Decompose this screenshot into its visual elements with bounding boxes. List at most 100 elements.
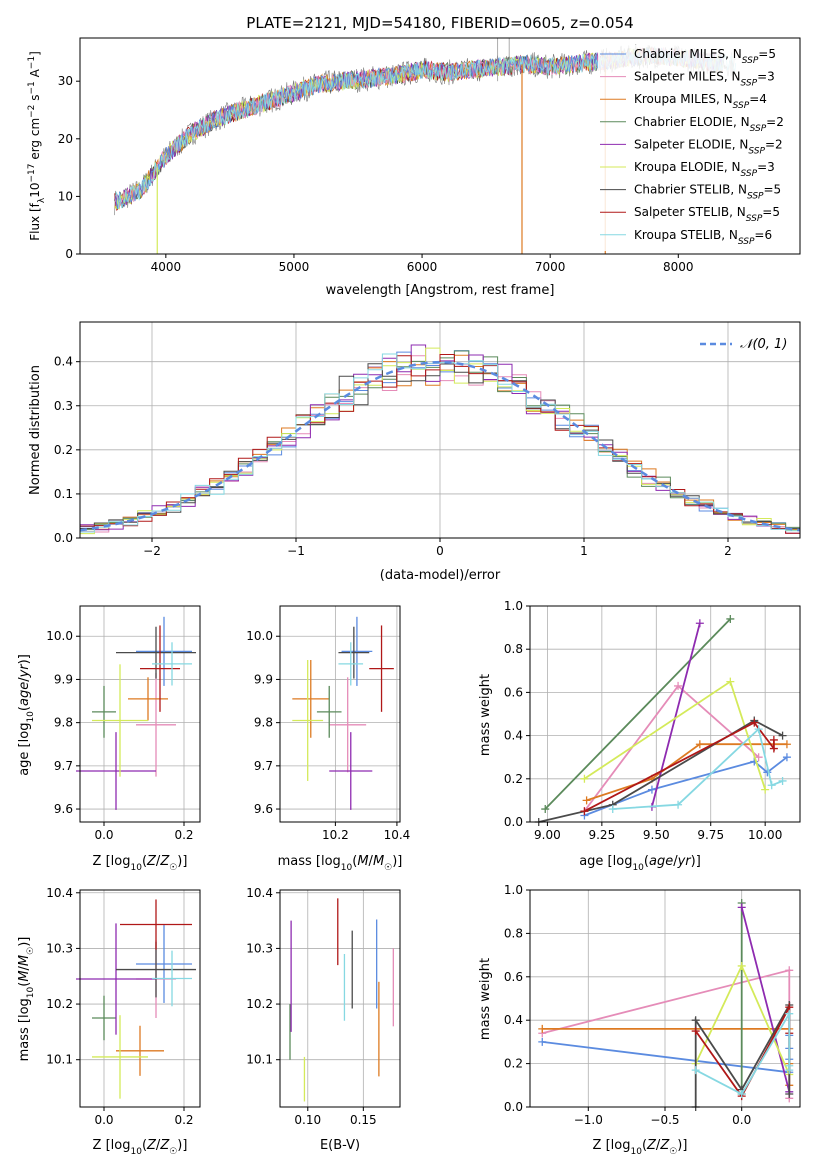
age-vs-metallicity-ylabel: age [log10(age/yr)] <box>17 654 36 776</box>
age-vs-metallicity-xlabel: Z [log10(Z/Z☉)] <box>93 854 188 873</box>
errorbar-kroupa-miles <box>128 677 168 721</box>
histogram-xlabel: (data-model)/error <box>380 568 501 583</box>
series-marker <box>695 740 704 749</box>
y-tick-label: 10.3 <box>246 941 273 955</box>
legend-label: Salpeter STELIB, NSSP=5 <box>634 205 780 224</box>
axes-frame: 4000 5000 6000 7000 8000 0 10 20 30 <box>58 37 801 274</box>
axes-frame: 0.0 0.2 10.1 10.2 10.3 10.4 <box>46 886 201 1127</box>
residual-histogram-panel: −2 −1 0 1 2 0.0 0.1 0.2 0.3 0.4 𝒩(0, 1) (data-mod… <box>28 321 801 583</box>
age-vs-mass-plot-area: 10.2 10.4 9.6 9.7 9.8 9.9 10.0 <box>246 605 411 842</box>
y-tick-label: 0.4 <box>504 1013 523 1027</box>
series-marker <box>737 903 746 912</box>
x-tick-label: −1.0 <box>574 1113 603 1127</box>
errorbar-salpeter-stelib <box>140 625 180 712</box>
weight-vs-age-plot-area: 9.00 9.25 9.50 9.75 10.00 0.0 0.2 0.4 0.6 0.8 1.0 <box>504 599 801 842</box>
weight-vs-age-ylabel: mass weight <box>478 674 493 756</box>
x-tick-label: 10.4 <box>384 828 411 842</box>
axes-border <box>529 605 801 823</box>
x-tick-label: 9.25 <box>588 828 615 842</box>
plot-content <box>292 616 394 810</box>
legend-background <box>598 45 794 251</box>
x-tick-label: 0.10 <box>294 1113 321 1127</box>
y-tick-label: 0.2 <box>504 1057 523 1071</box>
errorbar-salpeter-stelib <box>369 625 394 712</box>
mass-vs-metallicity-ylabel: mass [log10(M/M☉)] <box>17 937 36 1062</box>
series-salpeter-miles <box>580 681 763 816</box>
y-tick-label: 20 <box>58 132 73 146</box>
series-marker <box>674 800 683 809</box>
y-tick-label: 30 <box>58 74 73 88</box>
y-tick-label: 0 <box>65 247 73 261</box>
errorbar-salpeter-elodie <box>76 923 156 1035</box>
y-tick-label: 0.2 <box>504 772 523 786</box>
axes-frame: −1.0 −0.5 0.0 0.0 0.2 0.4 0.6 0.8 1.0 <box>504 883 801 1127</box>
y-tick-label: 0.2 <box>54 443 73 457</box>
legend-label: Chabrier ELODIE, NSSP=2 <box>634 115 784 134</box>
legend-label: Chabrier STELIB, NSSP=5 <box>634 183 781 202</box>
y-tick-label: 10.0 <box>246 629 273 643</box>
series-marker <box>580 807 589 816</box>
age-vs-metallicity-panel: 0.0 0.2 9.6 9.7 9.8 9.9 10.0 Z [log10(Z/Z☉)] a… <box>17 605 201 873</box>
axes-frame: 10.2 10.4 9.6 9.7 9.8 9.9 10.0 <box>246 605 411 842</box>
y-tick-label: 10.4 <box>46 886 73 900</box>
series-marker <box>769 744 778 753</box>
grid-lines <box>530 889 800 1108</box>
x-tick-label: 0.2 <box>174 1113 193 1127</box>
x-tick-label: −2 <box>143 544 161 558</box>
plot-content <box>534 614 791 826</box>
x-tick-label: 0.0 <box>732 1113 751 1127</box>
grid-lines <box>280 890 400 1107</box>
series-marker <box>726 677 735 686</box>
series-marker <box>761 785 770 794</box>
x-tick-label: −1 <box>287 544 305 558</box>
axes-frame: 0.0 0.2 9.6 9.7 9.8 9.9 10.0 <box>46 605 201 842</box>
series-chabrier-elodie <box>737 899 746 1098</box>
plot-content <box>76 899 196 1099</box>
x-tick-label: 9.00 <box>534 828 561 842</box>
series-marker <box>691 1027 700 1036</box>
y-tick-label: 0.0 <box>504 815 523 829</box>
errorbar-kroupa-miles <box>292 660 330 738</box>
y-tick-label: 10 <box>58 189 73 203</box>
plot-content <box>538 899 794 1111</box>
errorbar-kroupa-stelib <box>152 950 192 1007</box>
errorbar-chabrier-elodie <box>92 995 116 1041</box>
age-vs-mass-panel: 10.2 10.4 9.6 9.7 9.8 9.9 10.0 mass [log10(M/M… <box>246 605 411 873</box>
x-tick-label: 0 <box>436 544 444 558</box>
grid-lines <box>280 606 400 822</box>
y-tick-label: 10.2 <box>46 997 73 1011</box>
series-marker <box>754 753 763 762</box>
x-tick-label: 0.0 <box>94 828 113 842</box>
x-tick-label: 0.0 <box>94 1113 113 1127</box>
x-tick-label: 10.2 <box>322 828 349 842</box>
x-tick-label: 4000 <box>151 260 182 274</box>
x-tick-label: 7000 <box>535 260 566 274</box>
mass-vs-metallicity-xlabel: Z [log10(Z/Z☉)] <box>93 1138 188 1157</box>
y-tick-label: 9.8 <box>54 716 73 730</box>
errorbar-kroupa-stelib <box>338 642 364 686</box>
series-marker <box>691 1016 700 1025</box>
y-tick-label: 0.3 <box>54 399 73 413</box>
weight-vs-metallicity-plot-area: −1.0 −0.5 0.0 0.0 0.2 0.4 0.6 0.8 1.0 <box>504 883 801 1127</box>
series-line <box>612 727 783 810</box>
weight-vs-metallicity-xlabel: Z [log10(Z/Z☉)] <box>593 1138 688 1157</box>
errorbar-kroupa-elodie <box>92 664 148 777</box>
series-marker <box>580 774 589 783</box>
series-marker <box>785 1061 794 1070</box>
plot-content <box>80 344 800 537</box>
errorbar-kroupa-miles <box>116 1025 164 1076</box>
y-tick-label: 0.4 <box>54 355 73 369</box>
x-tick-label: 2 <box>724 544 732 558</box>
series-marker <box>778 731 787 740</box>
errorbar-salpeter-elodie <box>76 732 156 810</box>
plot-content <box>289 898 394 1102</box>
y-tick-label: 0.6 <box>504 685 523 699</box>
weight-vs-age-panel: 9.00 9.25 9.50 9.75 10.000.00.20.40.60.81.0 … <box>478 599 801 873</box>
series-kroupa-elodie <box>580 677 770 794</box>
series-line <box>586 743 787 802</box>
spectrum-xlabel: wavelength [Angstrom, rest frame] <box>326 283 555 298</box>
weight-vs-metallicity-panel: −1.0 −0.5 0.0 0.0 0.2 0.4 0.6 0.8 1.0 Z [log10(Z… <box>478 883 801 1157</box>
histogram-ylabel: Normed distribution <box>28 365 43 495</box>
legend-label: Kroupa MILES, NSSP=4 <box>634 92 767 111</box>
